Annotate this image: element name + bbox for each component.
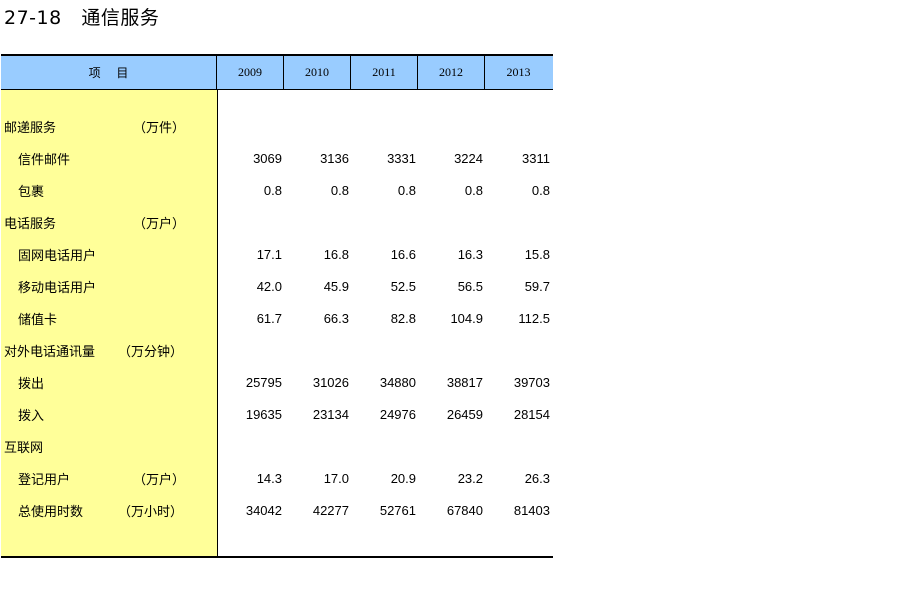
cell-value: 16.6 [390, 246, 416, 262]
cell-value: 17.1 [256, 246, 282, 262]
row-unit: （万户） [133, 472, 186, 488]
row-name: 信件邮件 [18, 152, 71, 168]
cell-value: 0.8 [464, 182, 483, 198]
cell-value: 0.8 [531, 182, 550, 198]
cell-value: 34042 [245, 502, 282, 518]
cell-value: 112.5 [518, 310, 550, 326]
cell-value: 3069 [253, 150, 282, 166]
row-name: 互联网 [4, 440, 44, 456]
table-row: 拨入 19635 23134 24976 26459 28154 [1, 398, 553, 430]
row-name: 拨出 [18, 376, 45, 392]
cell-value: 34880 [379, 374, 416, 390]
table-row: 电话服务 （万户） [1, 206, 553, 238]
cell-value: 25795 [245, 374, 282, 390]
table-row: 总使用时数 （万小时） 34042 42277 52761 67840 8140… [1, 494, 553, 526]
header-year: 2012 [418, 56, 485, 89]
cell-value: 42277 [312, 502, 349, 518]
table-row: 登记用户 （万户） 14.3 17.0 20.9 23.2 26.3 [1, 462, 553, 494]
cell-value: 17.0 [323, 470, 349, 486]
row-name: 总使用时数 [18, 504, 84, 520]
table-bottom-rule [1, 556, 553, 558]
row-name: 拨入 [18, 408, 45, 424]
table-header-row: 项 目 2009 2010 2011 2012 2013 [1, 56, 553, 90]
cell-value: 104.9 [450, 310, 483, 326]
cell-value: 52.5 [390, 278, 416, 294]
cell-value: 0.8 [330, 182, 349, 198]
cell-value: 3331 [387, 150, 416, 166]
table-top-rule [1, 54, 553, 56]
row-name: 包裹 [18, 184, 45, 200]
cell-value: 23134 [312, 406, 349, 422]
cell-value: 24976 [379, 406, 416, 422]
data-table: 项 目 2009 2010 2011 2012 2013 邮递服务 （万件） 信… [1, 54, 553, 558]
row-name: 储值卡 [18, 312, 58, 328]
cell-value: 38817 [446, 374, 483, 390]
cell-value: 31026 [312, 374, 349, 390]
cell-value: 3136 [320, 150, 349, 166]
cell-value: 61.7 [256, 310, 282, 326]
cell-value: 16.3 [457, 246, 483, 262]
cell-value: 0.8 [397, 182, 416, 198]
cell-value: 26.3 [524, 470, 550, 486]
cell-value: 66.3 [323, 310, 349, 326]
cell-value: 3311 [522, 150, 550, 166]
row-unit: （万分钟） [118, 344, 184, 360]
cell-value: 42.0 [256, 278, 282, 294]
table-row: 包裹 0.8 0.8 0.8 0.8 0.8 [1, 174, 553, 206]
cell-value: 59.7 [524, 278, 550, 294]
cell-value: 23.2 [457, 470, 483, 486]
cell-value: 56.5 [457, 278, 483, 294]
cell-value: 14.3 [256, 470, 282, 486]
cell-value: 26459 [446, 406, 483, 422]
header-year: 2013 [506, 65, 531, 79]
header-year: 2011 [351, 56, 418, 89]
cell-value: 16.8 [323, 246, 349, 262]
row-name: 电话服务 [4, 216, 57, 232]
table-row: 储值卡 61.7 66.3 82.8 104.9 112.5 [1, 302, 553, 334]
cell-value: 82.8 [390, 310, 416, 326]
cell-value: 52761 [379, 502, 416, 518]
table-row: 拨出 25795 31026 34880 38817 39703 [1, 366, 553, 398]
cell-value: 19635 [245, 406, 282, 422]
page-title: 27-18 通信服务 [4, 7, 160, 29]
table-row: 信件邮件 3069 3136 3331 3224 3311 [1, 142, 553, 174]
cell-value: 28154 [513, 406, 550, 422]
table-row: 固网电话用户 17.1 16.8 16.6 16.3 15.8 [1, 238, 553, 270]
cell-value: 45.9 [323, 278, 349, 294]
row-unit: （万小时） [118, 504, 184, 520]
row-name: 移动电话用户 [18, 280, 97, 296]
table-row: 邮递服务 （万件） [1, 110, 553, 142]
header-year: 2009 [217, 56, 284, 89]
table-body: 邮递服务 （万件） 信件邮件 3069 3136 3331 3224 3311 … [1, 110, 553, 526]
row-name: 固网电话用户 [18, 248, 97, 264]
table-row: 对外电话通讯量 （万分钟） [1, 334, 553, 366]
row-name: 登记用户 [18, 472, 71, 488]
table-row: 移动电话用户 42.0 45.9 52.5 56.5 59.7 [1, 270, 553, 302]
cell-value: 0.8 [263, 182, 282, 198]
row-unit: （万户） [133, 216, 186, 232]
cell-value: 81403 [513, 502, 550, 518]
cell-value: 67840 [446, 502, 483, 518]
row-name: 对外电话通讯量 [4, 344, 96, 360]
header-year: 2010 [284, 56, 351, 89]
table-row: 互联网 [1, 430, 553, 462]
cell-value: 3224 [454, 150, 483, 166]
cell-value: 15.8 [524, 246, 550, 262]
row-unit: （万件） [133, 120, 186, 136]
cell-value: 20.9 [390, 470, 416, 486]
header-item: 项 目 [1, 56, 217, 89]
label-column-bg [1, 90, 218, 556]
cell-value: 39703 [513, 374, 550, 390]
row-name: 邮递服务 [4, 120, 57, 136]
